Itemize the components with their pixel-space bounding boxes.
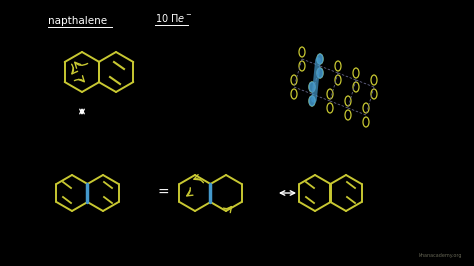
Ellipse shape xyxy=(309,96,315,106)
Ellipse shape xyxy=(317,68,323,78)
Text: khanacademy.org: khanacademy.org xyxy=(419,253,462,258)
Text: =: = xyxy=(157,186,169,200)
Ellipse shape xyxy=(317,54,323,64)
Ellipse shape xyxy=(309,82,315,92)
Text: napthalene: napthalene xyxy=(48,16,107,26)
Text: $10\ \Pi e^-$: $10\ \Pi e^-$ xyxy=(155,12,193,24)
